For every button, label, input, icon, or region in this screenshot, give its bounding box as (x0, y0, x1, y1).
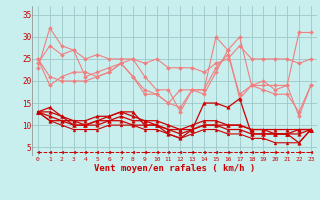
X-axis label: Vent moyen/en rafales ( km/h ): Vent moyen/en rafales ( km/h ) (94, 164, 255, 173)
